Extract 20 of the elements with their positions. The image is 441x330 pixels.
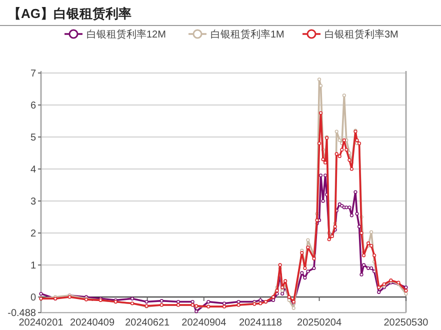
x-tick-label: 20241118	[238, 318, 282, 329]
x-tick-label: 20250204	[297, 318, 342, 329]
y-tick-label: 5	[30, 132, 36, 144]
legend-label: 白银租赁利率12M	[86, 28, 166, 40]
x-tick-label: 20240201	[18, 318, 64, 329]
y-tick-label: 6	[30, 100, 36, 112]
y-tick-label: 3	[30, 196, 36, 208]
legend-label: 白银租赁利率3M	[324, 28, 398, 40]
chart-title: 【AG】白银租赁利率	[8, 6, 132, 21]
x-tick-label: 20250530	[384, 318, 429, 329]
y-tick-label: 1	[30, 260, 36, 272]
y-tick-label: 7	[30, 68, 36, 80]
y-tick-label: 4	[30, 164, 36, 176]
x-tick-label: 20240409	[70, 318, 115, 329]
y-tick-label: 0	[30, 292, 36, 304]
legend-label: 白银租赁利率1M	[210, 28, 284, 40]
x-tick-label: 20240621	[125, 318, 170, 329]
x-tick-label: 20240904	[182, 318, 227, 329]
y-tick-label: -0.488	[8, 308, 36, 320]
y-tick-label: 2	[30, 228, 36, 240]
